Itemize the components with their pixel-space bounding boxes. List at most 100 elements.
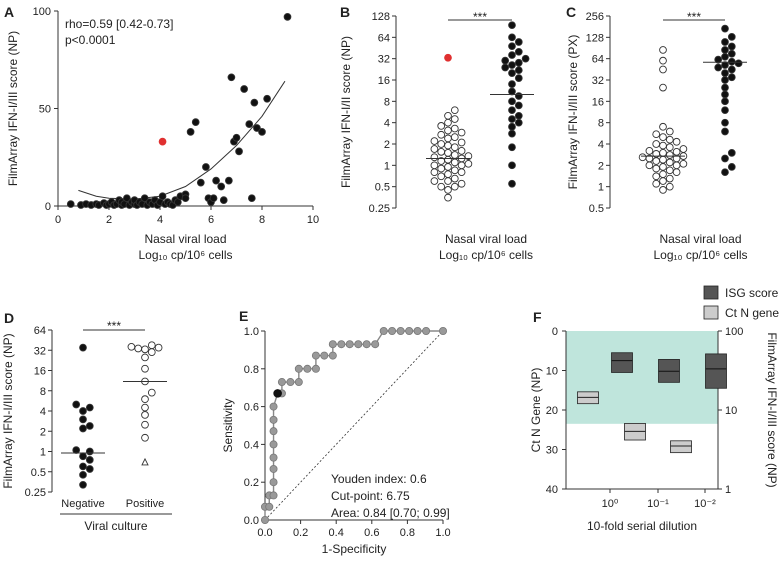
data-point xyxy=(134,344,143,353)
panel-a: A 0 50 100 0 2 4 6 8 10 FilmArray IFN-I/III score … xyxy=(4,4,319,262)
data-point xyxy=(79,343,87,352)
x-axis-sublabel: Log₁₀ cp/10⁶ cells xyxy=(138,248,232,262)
data-point xyxy=(79,462,87,471)
data-point xyxy=(450,124,459,133)
data-point xyxy=(219,196,228,205)
roc-point xyxy=(269,478,278,487)
y-tick-label: 2 xyxy=(384,139,390,151)
roc-point xyxy=(379,326,388,335)
y-tick-label: 0.25 xyxy=(369,203,390,215)
significance-label: *** xyxy=(473,10,487,24)
fit-curve xyxy=(78,80,286,200)
isg-box xyxy=(705,353,727,389)
data-point xyxy=(430,161,439,170)
data-point xyxy=(659,149,667,157)
y-tick-label: 32 xyxy=(592,75,604,87)
panel-label-d: D xyxy=(4,310,14,326)
y-axis-label: FilmArray IFN-I/II score (NP) xyxy=(339,36,353,188)
data-point xyxy=(514,38,523,46)
roc-point xyxy=(269,427,278,436)
data-point xyxy=(141,395,149,404)
x-tick-label: 0.6 xyxy=(364,527,379,539)
highlight-point xyxy=(444,53,452,62)
data-point xyxy=(437,164,446,173)
data-point xyxy=(514,118,523,127)
data-point xyxy=(72,446,81,454)
data-point xyxy=(659,56,667,65)
significance-label: *** xyxy=(107,319,121,333)
data-point xyxy=(665,174,674,183)
data-point xyxy=(727,73,736,82)
data-point xyxy=(721,24,729,33)
significance-label: *** xyxy=(687,10,701,24)
data-point xyxy=(659,46,667,54)
data-point xyxy=(508,161,516,170)
data-point xyxy=(457,161,466,170)
data-point xyxy=(227,73,236,82)
cut-point-marker xyxy=(273,389,282,398)
data-point xyxy=(721,83,729,92)
y-tick-label: 0.5 xyxy=(31,467,46,479)
x-axis-sublabel: Log₁₀ cp/10⁶ cells xyxy=(653,248,747,262)
data-point xyxy=(181,194,190,203)
data-point xyxy=(659,163,667,171)
data-point xyxy=(508,21,516,30)
panel-c: C 0.5 1 2 4 8 16 32 64 128 256 FilmArray IFN-I/III … xyxy=(566,4,748,262)
data-point xyxy=(727,42,736,51)
data-point xyxy=(141,411,149,419)
data-point xyxy=(85,456,94,464)
x-axis-label: Nasal viral load xyxy=(659,232,741,246)
data-point xyxy=(79,415,87,424)
y-tick-label: 32 xyxy=(34,345,46,357)
data-point xyxy=(444,170,452,179)
y-tick-label: 2 xyxy=(40,426,46,438)
data-point xyxy=(250,98,259,107)
data-point xyxy=(79,424,87,433)
roc-point xyxy=(438,326,447,335)
data-point xyxy=(464,159,473,168)
y-axis-label: FilmArray IFN-I/III score (NP) xyxy=(6,31,20,186)
ct-box xyxy=(670,440,692,454)
panel-label-f: F xyxy=(533,309,542,325)
data-point xyxy=(652,172,661,181)
y-tick-label: 256 xyxy=(586,11,604,23)
data-point xyxy=(154,343,163,352)
data-point xyxy=(514,47,523,56)
data-point xyxy=(450,158,459,167)
data-point xyxy=(79,470,87,479)
data-point xyxy=(457,147,466,155)
data-point xyxy=(253,124,261,132)
x-tick-label: 8 xyxy=(259,214,265,226)
data-point xyxy=(430,168,439,177)
data-point xyxy=(734,59,743,68)
data-point xyxy=(727,163,736,171)
data-point xyxy=(721,90,729,99)
y-tick-label: 50 xyxy=(39,104,51,116)
data-point xyxy=(672,168,681,177)
data-point xyxy=(263,94,271,103)
data-point xyxy=(85,422,94,430)
roc-point xyxy=(311,351,320,360)
x-axis-sublabel: Log₁₀ cp/10⁶ cells xyxy=(439,248,533,262)
data-point xyxy=(444,163,452,171)
data-point xyxy=(672,137,681,146)
data-point xyxy=(727,149,736,157)
data-point xyxy=(209,194,218,203)
data-point xyxy=(508,87,516,96)
roc-point xyxy=(362,340,371,349)
roc-point xyxy=(286,378,295,387)
x-axis-label: Nasal viral load xyxy=(445,232,527,246)
data-point xyxy=(235,147,243,156)
data-point xyxy=(79,480,87,489)
data-point xyxy=(258,128,266,136)
x-tick-label: 2 xyxy=(106,214,112,226)
data-point xyxy=(147,341,156,350)
data-point xyxy=(217,182,226,191)
data-point xyxy=(232,133,241,142)
data-point xyxy=(85,447,94,456)
data-point xyxy=(79,407,87,415)
y-tick-label: 8 xyxy=(384,96,390,108)
roc-point xyxy=(396,326,405,335)
data-point xyxy=(430,177,439,185)
data-point xyxy=(508,80,516,88)
